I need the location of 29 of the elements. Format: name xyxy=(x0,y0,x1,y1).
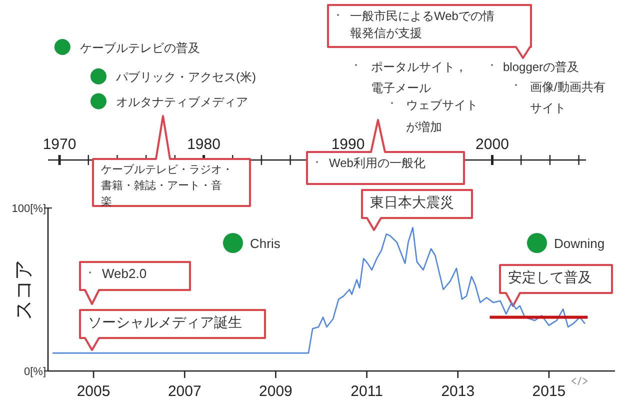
x-tick-label: 2000 xyxy=(476,136,509,153)
text: 一般市民によるWebでの情報発信が支援 xyxy=(350,9,494,40)
annotation: 画像/動画共有サイト xyxy=(530,80,606,115)
annotation: ケーブルテレビ・ラジオ・書籍・雑誌・アート・音楽 xyxy=(101,163,233,208)
annotation: オルタナティブメディア xyxy=(116,95,248,109)
x-tick-label: 2007 xyxy=(168,383,202,400)
annotation: Downing xyxy=(554,236,605,251)
x-tick-label: 2005 xyxy=(76,383,110,400)
x-tick-label: 2011 xyxy=(350,383,383,400)
x-tick-label: 1970 xyxy=(42,136,76,153)
y-tick-label: 0[%] xyxy=(24,366,46,378)
annotation: ソーシャルメディア誕生 xyxy=(88,314,242,330)
x-tick-label: 2015 xyxy=(532,383,566,400)
annotation: bloggerの普及 xyxy=(503,60,580,74)
annotation: 安定して普及 xyxy=(508,269,592,285)
annotation: ポータルサイト，電子メール xyxy=(371,60,467,95)
x-tick-label: 2009 xyxy=(259,383,292,400)
annotation: Web利用の一般化 xyxy=(329,156,426,170)
y-axis-title: スコア xyxy=(13,260,35,320)
annotation: 東日本大震災 xyxy=(370,194,454,210)
x-tick-label: 2013 xyxy=(441,383,475,400)
x-tick-label: 1990 xyxy=(331,136,365,153)
x-tick-label: 1980 xyxy=(187,136,220,153)
annotation: パブリック・アクセス(米) xyxy=(115,70,256,84)
annotation: Chris xyxy=(250,236,281,251)
annotation: ケーブルテレビの普及 xyxy=(80,41,200,55)
annotation: ウェブサイトが増加 xyxy=(406,98,478,134)
y-tick-label: 100[%] xyxy=(12,203,46,215)
annotation: Web2.0 xyxy=(102,266,147,281)
